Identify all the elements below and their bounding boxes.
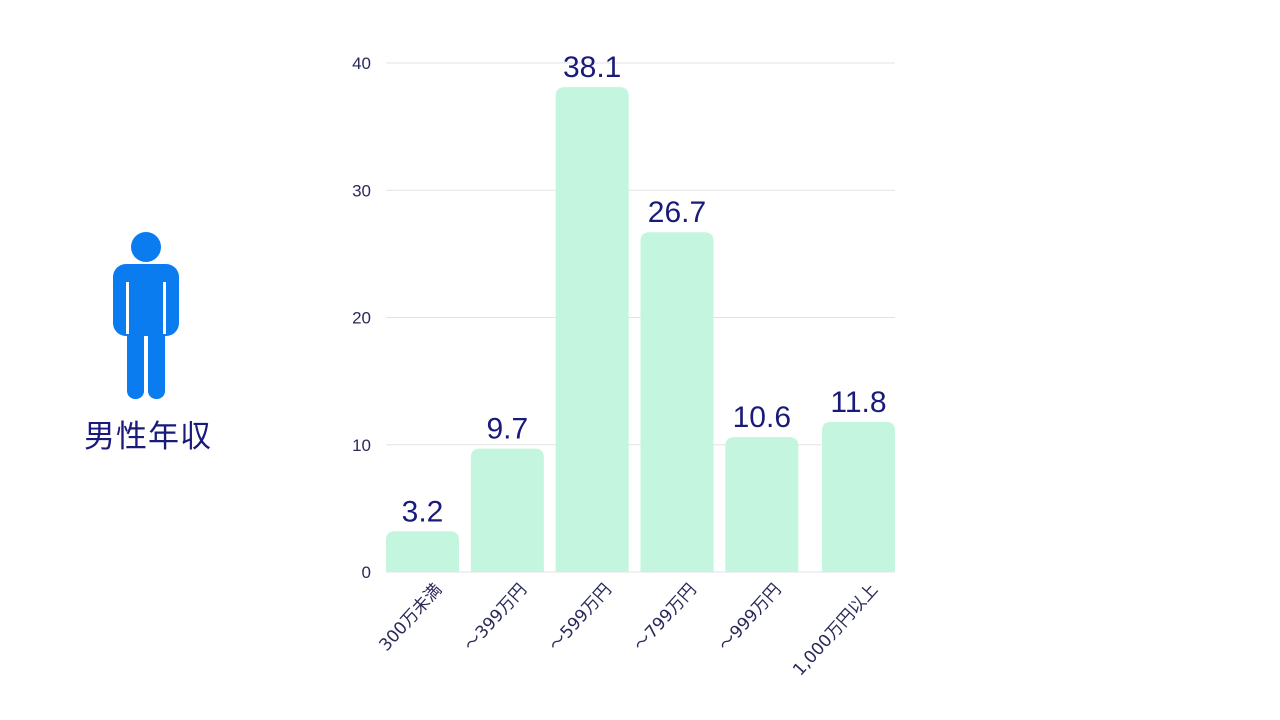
bars [386, 87, 895, 573]
bar-value-label: 11.8 [830, 386, 886, 419]
male-person-icon [113, 232, 179, 399]
y-tick-label: 30 [352, 181, 371, 200]
y-tick-label: 40 [352, 54, 371, 73]
value-labels: 3.2 9.7 38.1 26.7 10.6 11.8 [402, 51, 887, 528]
y-tick-label: 20 [352, 309, 371, 328]
y-tick-label: 10 [352, 436, 371, 455]
bar [822, 421, 895, 572]
x-axis-ticks: 300万未満 ～399万円 ～599万円 ～799万円 ～999万円 1,000万円以上 [376, 580, 883, 680]
person-panel: 男性年収 [70, 225, 226, 455]
figure-label: 男性年収 [84, 419, 212, 455]
bar-value-label: 3.2 [402, 495, 444, 528]
x-tick-label: ～999万円 [715, 580, 786, 655]
bar-value-label: 38.1 [563, 51, 621, 84]
bar-value-label: 9.7 [486, 413, 528, 446]
bar [386, 531, 459, 572]
bar-value-label: 26.7 [648, 196, 706, 229]
bar-value-label: 10.6 [733, 401, 791, 434]
y-tick-label: 0 [362, 563, 371, 582]
bar [470, 448, 544, 572]
bar [555, 87, 629, 573]
x-tick-label: ～399万円 [460, 580, 531, 655]
bar [640, 232, 714, 572]
bar [725, 437, 799, 572]
x-tick-label: 300万未満 [376, 580, 447, 655]
y-axis-ticks: 0 10 20 30 40 [352, 54, 371, 582]
x-tick-label: 1,000万円以上 [789, 580, 882, 680]
x-tick-label: ～799万円 [630, 580, 701, 655]
x-tick-label: ～599万円 [545, 580, 616, 655]
